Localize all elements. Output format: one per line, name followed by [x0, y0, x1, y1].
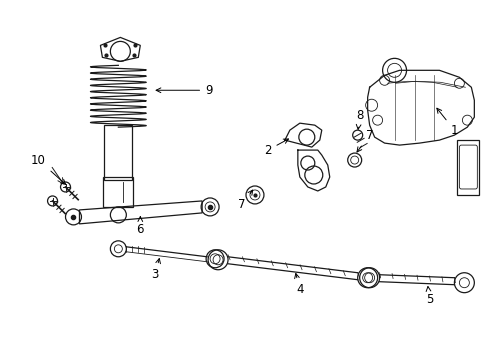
- Text: 8: 8: [355, 109, 363, 129]
- Text: 2: 2: [264, 139, 288, 157]
- Text: 9: 9: [156, 84, 212, 97]
- Text: 7: 7: [238, 190, 252, 211]
- Text: 5: 5: [425, 287, 432, 306]
- Text: 7: 7: [356, 129, 373, 152]
- Text: 4: 4: [294, 274, 303, 296]
- Text: 10: 10: [31, 154, 65, 184]
- Text: 1: 1: [436, 108, 457, 137]
- Text: 6: 6: [136, 217, 144, 237]
- Text: 3: 3: [151, 258, 160, 281]
